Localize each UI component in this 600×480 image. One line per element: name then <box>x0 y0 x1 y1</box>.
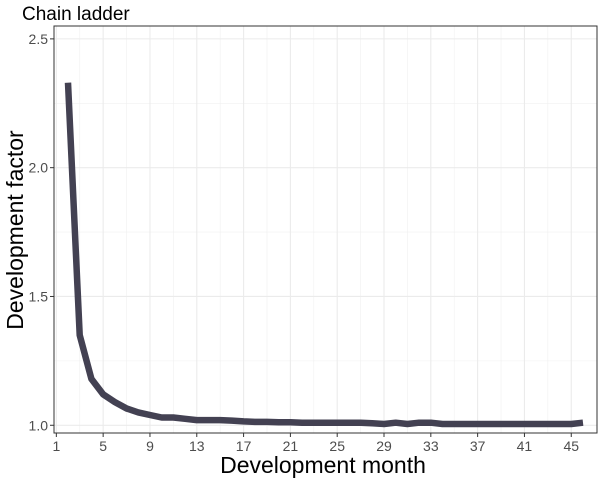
y-tick-label: 1.0 <box>29 417 49 433</box>
x-tick-label: 45 <box>563 438 579 454</box>
minor-gridlines <box>54 26 597 433</box>
x-axis-title: Development month <box>220 452 426 478</box>
x-tick-label: 1 <box>52 438 60 454</box>
x-tick-label: 29 <box>376 438 392 454</box>
x-tick-label: 17 <box>236 438 252 454</box>
y-tick-label: 2.0 <box>29 160 49 176</box>
plot-panel-border <box>53 25 598 434</box>
x-tick-label: 9 <box>146 438 154 454</box>
y-tick-label: 2.5 <box>29 31 49 47</box>
chart-title: Chain ladder <box>22 4 130 25</box>
x-tick-label: 13 <box>189 438 205 454</box>
x-axis: 1 5 9 13 17 21 25 29 33 37 41 45 <box>52 433 579 454</box>
x-tick-label: 5 <box>99 438 107 454</box>
series-layer <box>64 82 584 428</box>
development-factor-line <box>64 82 584 428</box>
x-tick-label: 41 <box>517 438 533 454</box>
y-axis: 1.0 1.5 2.0 2.5 <box>29 31 54 433</box>
x-tick-label: 37 <box>470 438 486 454</box>
y-tick-label: 1.5 <box>29 288 49 304</box>
x-tick-label: 33 <box>423 438 439 454</box>
x-tick-label: 21 <box>283 438 299 454</box>
x-tick-label: 25 <box>329 438 345 454</box>
major-gridlines <box>54 26 597 433</box>
y-axis-title: Development factor <box>2 130 28 330</box>
